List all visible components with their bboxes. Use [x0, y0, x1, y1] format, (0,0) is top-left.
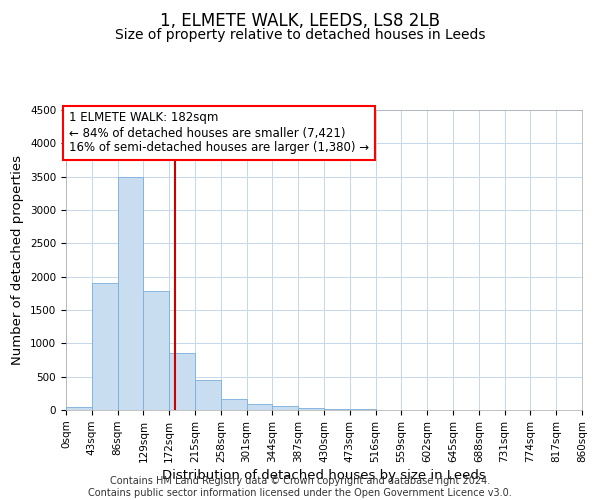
Bar — [272, 406, 298, 410]
Text: 1, ELMETE WALK, LEEDS, LS8 2LB: 1, ELMETE WALK, LEEDS, LS8 2LB — [160, 12, 440, 30]
Bar — [143, 292, 169, 410]
Bar — [92, 284, 118, 410]
Text: Size of property relative to detached houses in Leeds: Size of property relative to detached ho… — [115, 28, 485, 42]
Text: 1 ELMETE WALK: 182sqm
← 84% of detached houses are smaller (7,421)
16% of semi-d: 1 ELMETE WALK: 182sqm ← 84% of detached … — [68, 112, 369, 154]
Y-axis label: Number of detached properties: Number of detached properties — [11, 155, 25, 365]
Bar — [247, 404, 272, 410]
Bar — [195, 380, 221, 410]
Bar — [298, 408, 324, 410]
Bar — [324, 408, 350, 410]
Text: Contains HM Land Registry data © Crown copyright and database right 2024.
Contai: Contains HM Land Registry data © Crown c… — [88, 476, 512, 498]
Bar — [118, 176, 143, 410]
X-axis label: Distribution of detached houses by size in Leeds: Distribution of detached houses by size … — [162, 469, 486, 482]
Bar — [66, 406, 92, 410]
Bar — [169, 354, 195, 410]
Bar — [221, 398, 247, 410]
